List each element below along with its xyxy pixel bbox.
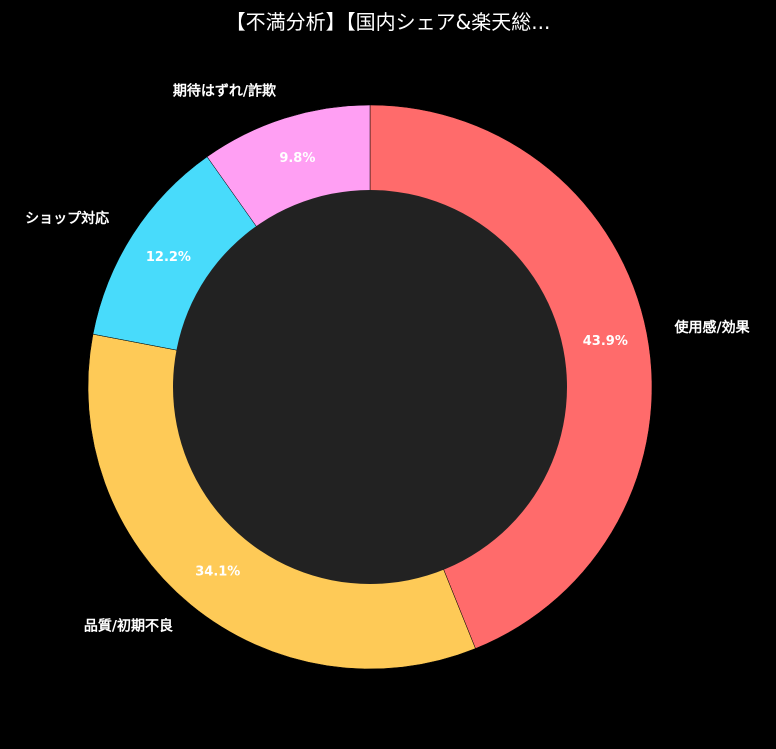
chart-title: 【不満分析】【国内シェア&楽天総... [225, 10, 551, 34]
category-label: ショップ対応 [25, 210, 109, 227]
value-label: 12.2% [146, 250, 191, 265]
value-label: 9.8% [279, 151, 315, 166]
category-label: 使用感/効果 [674, 319, 751, 336]
value-label: 34.1% [195, 565, 240, 580]
category-label: 品質/初期不良 [84, 618, 173, 635]
value-label: 43.9% [583, 334, 628, 349]
donut-hole [173, 190, 567, 584]
category-label: 期待はずれ/詐欺 [173, 82, 276, 99]
